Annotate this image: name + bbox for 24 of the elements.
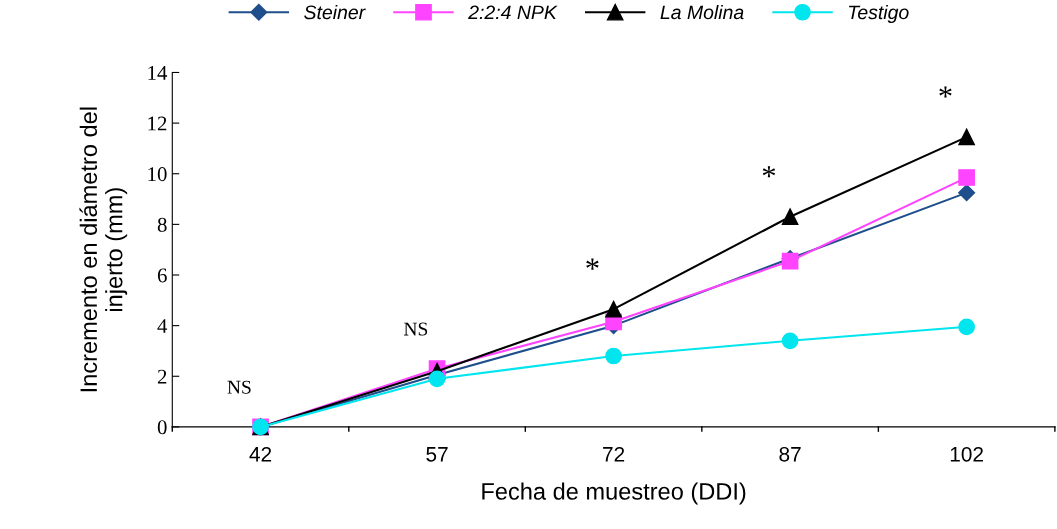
x-tick-label: 87: [779, 446, 801, 462]
y-tick-label: 0: [157, 420, 167, 435]
annotation: *: [586, 258, 599, 270]
legend-label: 2:2:4 NPK: [468, 5, 558, 20]
legend-label: Steiner: [304, 4, 366, 20]
y-axis-title: Incremento en diámetro del injerto (mm): [79, 107, 128, 392]
annotation: NS: [227, 380, 251, 394]
x-tick-label: 102: [950, 446, 983, 462]
annotation: *: [762, 166, 776, 178]
annotation: *: [939, 86, 952, 98]
x-tick-label: 57: [426, 447, 448, 462]
annotation: NS: [404, 322, 428, 336]
y-tick-label: 2: [157, 369, 167, 384]
y-tick-label: 10: [148, 167, 167, 182]
y-tick-label: 6: [157, 268, 167, 283]
x-tick-label: 42: [249, 446, 272, 462]
x-tick-label: 72: [603, 446, 625, 462]
x-axis-title: Fecha de muestreo (DDI): [482, 482, 746, 505]
y-tick-label: 12: [148, 116, 167, 131]
y-tick-label: 8: [157, 217, 167, 232]
y-tick-label: 4: [157, 319, 168, 333]
y-tick-label: 14: [148, 65, 168, 80]
legend-label: La Molina: [660, 4, 744, 20]
legend-label: Testigo: [849, 4, 909, 24]
